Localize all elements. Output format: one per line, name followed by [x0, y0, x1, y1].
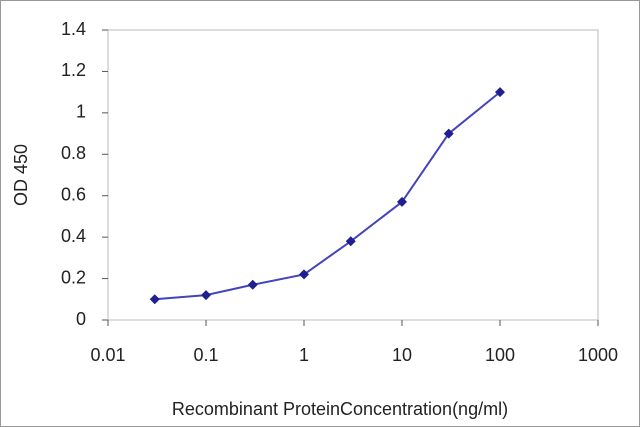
y-tick-label: 0.2 [61, 267, 86, 287]
x-tick-label: 0.1 [193, 345, 218, 365]
marker [247, 279, 258, 290]
y-tick-label: 1.4 [61, 19, 86, 39]
plot-area [107, 29, 599, 321]
marker [149, 294, 160, 305]
x-tick-label: 1000 [578, 345, 618, 365]
x-axis-label: Recombinant ProteinConcentration(ng/ml) [172, 399, 508, 419]
x-tick-label: 10 [392, 345, 412, 365]
marker [201, 290, 211, 301]
y-tick-label: 1.2 [61, 60, 86, 80]
y-axis-label: OD 450 [11, 144, 31, 206]
x-tick-label: 1 [299, 345, 309, 365]
marker [299, 269, 309, 280]
marker [495, 87, 505, 98]
marker [443, 128, 454, 139]
x-tick-label: 0.01 [90, 345, 125, 365]
y-tick-label: 0.8 [61, 143, 86, 163]
marker [397, 196, 407, 207]
y-tick-label: 1 [76, 102, 86, 122]
y-tick-label: 0.6 [61, 184, 86, 204]
x-tick-label: 100 [485, 345, 515, 365]
marker [345, 236, 356, 247]
y-tick-label: 0.4 [61, 226, 86, 246]
series-line [154, 91, 501, 301]
y-tick-label: 0 [76, 309, 86, 329]
